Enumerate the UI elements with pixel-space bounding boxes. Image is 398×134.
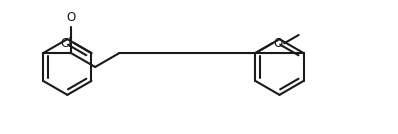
Text: O: O (273, 37, 283, 50)
Text: O: O (66, 12, 76, 25)
Text: Cl: Cl (61, 37, 72, 50)
